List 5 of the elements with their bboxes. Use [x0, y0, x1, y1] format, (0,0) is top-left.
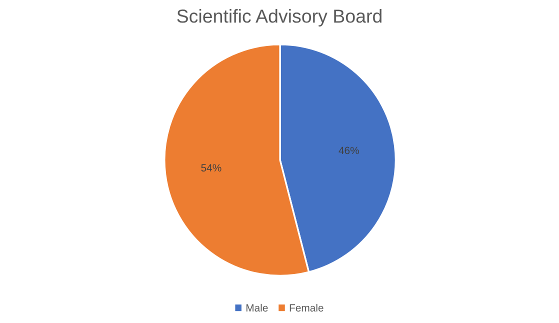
legend-label: Female	[290, 304, 324, 312]
data-label: 46%	[338, 146, 359, 154]
chart-title: Scientific Advisory Board	[177, 9, 382, 27]
legend-label: Male	[246, 304, 268, 312]
data-label: 54%	[201, 164, 222, 172]
